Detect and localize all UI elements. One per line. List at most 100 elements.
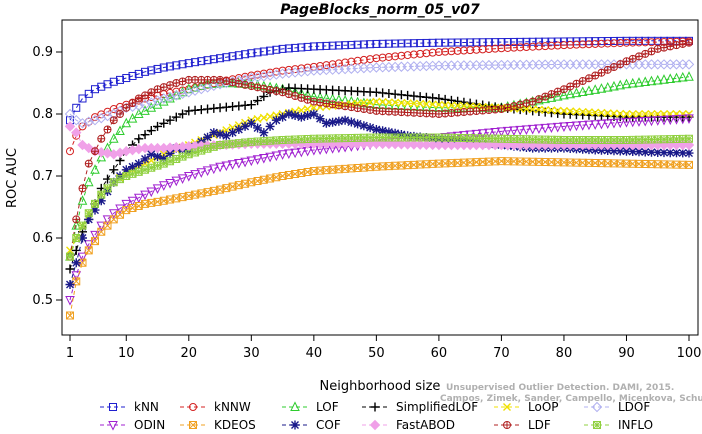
data-point-odin xyxy=(115,204,125,215)
data-point-odin xyxy=(83,240,94,250)
data-point-simplifiedlof xyxy=(165,115,175,125)
data-point-inflo xyxy=(197,146,206,155)
data-point-loop xyxy=(378,97,387,106)
legend-item-knn: kNN xyxy=(100,400,159,414)
data-point-ldof xyxy=(683,59,695,70)
data-point-cof xyxy=(234,125,244,134)
x-axis: 1 10 20 30 40 50 60 70 80 90 100 xyxy=(66,335,701,361)
data-point-lof xyxy=(71,219,82,230)
data-point-odin xyxy=(165,178,175,189)
data-point-inflo xyxy=(116,175,125,184)
data-point-inflo xyxy=(203,144,212,153)
data-point-knnw xyxy=(322,61,331,70)
data-point-knnw xyxy=(66,147,74,156)
data-point-inflo xyxy=(103,184,112,193)
data-point-odin xyxy=(515,125,525,136)
legend-item-ldof: LDOF xyxy=(584,400,650,414)
data-point-simplifiedlof xyxy=(440,94,450,104)
data-point-knnw xyxy=(547,41,556,50)
legend-label: kNNW xyxy=(214,400,251,414)
data-point-knnw xyxy=(628,38,637,47)
data-point-knn xyxy=(447,38,456,47)
data-point-inflo xyxy=(191,148,200,157)
data-point-odin xyxy=(146,187,157,198)
data-point-inflo xyxy=(216,141,225,149)
data-point-knnw xyxy=(616,38,625,47)
legend-item-cof: COF xyxy=(282,418,341,432)
data-point-loop xyxy=(578,107,587,116)
data-point-knnw xyxy=(453,46,462,55)
data-point-lof xyxy=(602,81,613,92)
data-point-simplifiedlof xyxy=(253,96,263,106)
data-point-odin xyxy=(584,120,594,131)
data-point-knnw xyxy=(278,66,287,75)
data-point-loop xyxy=(522,105,531,114)
data-point-knn xyxy=(266,46,275,55)
data-point-cof xyxy=(309,109,319,119)
data-point-inflo xyxy=(166,157,175,166)
data-point-knnw xyxy=(603,39,612,48)
data-point-inflo xyxy=(97,190,106,199)
data-point-knn xyxy=(216,54,225,63)
data-point-loop xyxy=(641,110,650,118)
series-ldf xyxy=(66,38,694,261)
data-point-ldof xyxy=(64,108,76,120)
legend-label: ODIN xyxy=(134,418,165,432)
y-tick-label: 0.5 xyxy=(32,293,53,308)
data-point-knn xyxy=(284,44,293,53)
data-point-knnw xyxy=(334,59,343,68)
data-point-cof xyxy=(303,111,313,121)
legend-marker xyxy=(108,421,118,431)
data-point-knn xyxy=(141,67,150,76)
data-point-loop xyxy=(472,102,481,111)
legend-marker xyxy=(290,401,300,411)
data-point-loop xyxy=(634,110,643,118)
data-point-odin xyxy=(540,123,551,134)
data-point-odin xyxy=(234,158,244,169)
data-point-knn xyxy=(297,43,306,52)
data-point-simplifiedlof xyxy=(434,94,444,103)
data-point-knn xyxy=(278,44,287,53)
data-point-loop xyxy=(391,98,400,107)
data-point-odin xyxy=(121,199,132,210)
data-point-lof xyxy=(202,78,213,89)
data-point-loop xyxy=(541,105,550,114)
data-point-knnw xyxy=(597,39,606,48)
data-point-odin xyxy=(277,150,288,160)
data-point-cof xyxy=(621,146,631,156)
data-point-knn xyxy=(509,37,518,46)
legend-item-fastabod: FastABOD xyxy=(362,418,455,432)
data-point-cof xyxy=(315,114,325,124)
legend-marker xyxy=(109,403,117,411)
data-point-odin xyxy=(652,116,663,126)
legend-marker xyxy=(593,421,601,429)
data-point-cof xyxy=(296,112,306,122)
data-point-inflo xyxy=(228,139,237,148)
data-point-knn xyxy=(434,38,443,47)
data-point-odin xyxy=(108,209,119,219)
data-point-knn xyxy=(228,52,237,61)
data-point-odin xyxy=(527,124,538,135)
x-tick-label: 10 xyxy=(118,346,135,361)
data-point-cof xyxy=(678,148,688,158)
data-point-knnw xyxy=(541,42,550,51)
data-point-cof xyxy=(390,128,400,138)
data-point-odin xyxy=(96,221,107,232)
data-point-cof xyxy=(246,118,256,128)
y-tick-label: 0.7 xyxy=(32,169,53,184)
credit-line-2: Campos, Zimek, Sander, Campello, Micenko… xyxy=(440,394,702,404)
data-point-odin xyxy=(246,156,257,167)
data-point-cof xyxy=(684,148,694,158)
data-point-loop xyxy=(553,106,562,115)
data-point-simplifiedlof xyxy=(453,96,463,106)
x-tick-label: 20 xyxy=(181,346,198,361)
data-point-odin xyxy=(259,154,269,164)
data-point-ldf xyxy=(216,75,225,84)
legend-label: SimplifiedLOF xyxy=(396,400,478,414)
data-point-odin xyxy=(521,125,532,135)
data-point-knnw xyxy=(584,40,593,49)
data-point-odin xyxy=(140,190,150,201)
data-point-cof xyxy=(659,148,669,158)
data-point-knnw xyxy=(534,42,543,51)
data-point-ldf xyxy=(84,159,93,168)
